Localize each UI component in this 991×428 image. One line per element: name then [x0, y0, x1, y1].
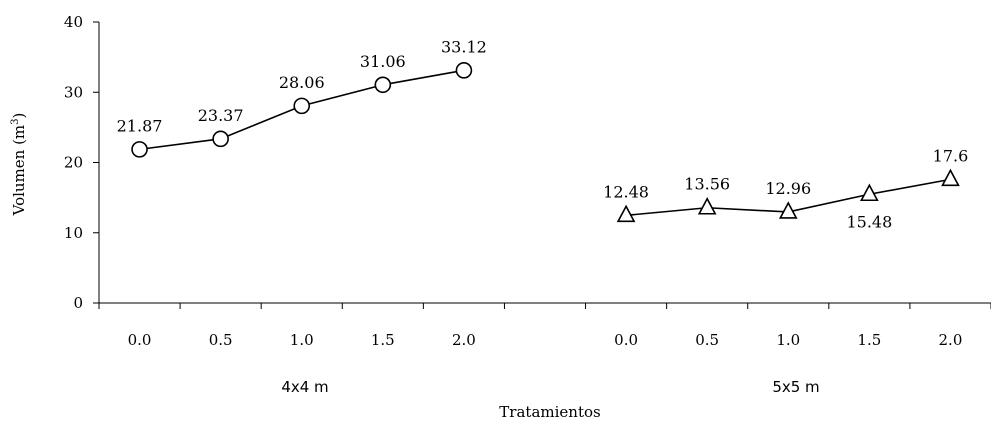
- x-ticks: 0.0 0.5 1.0 1.5 2.0 0.0 0.5 1.0 1.5 2.0: [98, 303, 991, 349]
- y-axis-title: Volumen (m3): [10, 113, 28, 217]
- data-label: 23.37: [198, 106, 244, 125]
- data-point-circle: [455, 62, 473, 79]
- series: [131, 62, 960, 223]
- data-point-triangle: [697, 197, 717, 215]
- axes: [98, 22, 991, 304]
- y-tick-label: 40: [64, 13, 83, 31]
- data-label: 21.87: [117, 116, 163, 135]
- data-point-circle: [212, 130, 229, 148]
- x-tick-label: 1.5: [857, 331, 881, 349]
- y-axis-title-close: ): [10, 113, 28, 119]
- data-point-triangle: [778, 201, 798, 219]
- data-point-triangle: [616, 204, 636, 223]
- data-point-circle: [293, 97, 311, 115]
- data-point-triangle: [941, 168, 960, 187]
- y-tick-label: 10: [64, 224, 83, 242]
- data-point-circle: [131, 141, 148, 158]
- y-tick-label: 30: [64, 83, 83, 101]
- data-label: 31.06: [360, 52, 406, 71]
- y-axis-title-text: Volumen (m: [10, 125, 28, 217]
- x-tick-label: 1.0: [290, 331, 314, 349]
- x-tick-label: 0.0: [128, 331, 152, 349]
- data-label: 12.48: [603, 182, 649, 201]
- x-tick-label: 0.0: [614, 331, 638, 349]
- x-tick-label: 1.5: [371, 331, 395, 349]
- x-tick-label: 1.0: [776, 331, 800, 349]
- group-label-4x4: 4x4 m: [281, 378, 328, 396]
- data-label: 33.12: [441, 37, 487, 56]
- x-tick-label: 0.5: [209, 331, 233, 349]
- data-label: 28.06: [279, 73, 325, 92]
- y-ticks: 0 10 20 30 40: [64, 13, 99, 312]
- data-labels: 21.87 23.37 28.06 31.06 33.12 12.48 13.56 12.96…: [117, 37, 969, 231]
- x-tick-label: 2.0: [452, 331, 476, 349]
- y-tick-label: 20: [64, 154, 83, 172]
- data-label: 12.96: [765, 179, 811, 198]
- data-label: 17.6: [933, 146, 969, 165]
- group-label-5x5: 5x5 m: [772, 378, 819, 396]
- y-tick-label: 0: [73, 294, 83, 312]
- data-point-circle: [374, 76, 392, 94]
- data-label: 13.56: [684, 175, 730, 194]
- x-tick-label: 0.5: [695, 331, 719, 349]
- y-axis-title-superscript: 3: [10, 118, 21, 124]
- x-axis-title: Tratamientos: [499, 403, 600, 421]
- x-tick-label: 2.0: [939, 331, 963, 349]
- data-point-triangle: [860, 183, 879, 202]
- data-label: 15.48: [846, 212, 892, 231]
